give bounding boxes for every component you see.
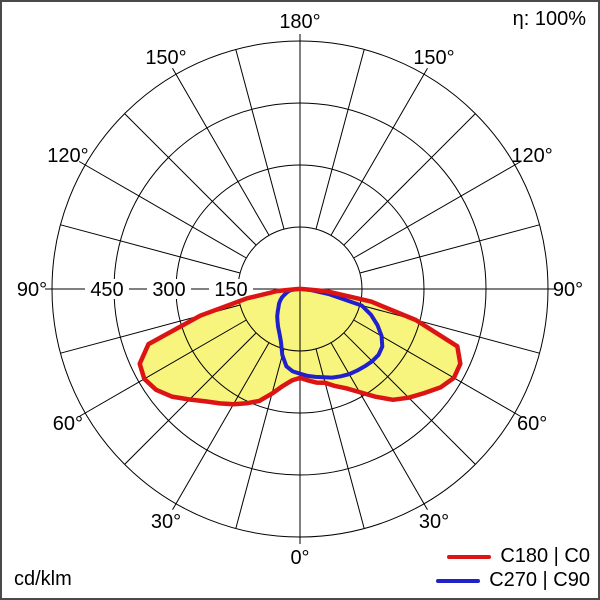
legend-line-red-icon <box>447 554 492 559</box>
radial-tick-label: 150 <box>214 279 247 301</box>
angle-label: 90° <box>17 279 47 301</box>
radial-tick-label: 300 <box>152 279 185 301</box>
angle-label: 90° <box>553 279 583 301</box>
unit-label: cd/klm <box>14 568 72 590</box>
grid-spoke <box>359 304 540 354</box>
grid-spoke <box>235 49 285 230</box>
radial-label-bg <box>147 279 191 299</box>
angle-label: 120° <box>47 145 88 167</box>
grid-spoke <box>343 113 476 246</box>
radial-tick-label: 450 <box>90 279 123 301</box>
legend: C180 | C0 C270 | C90 <box>436 545 590 592</box>
radial-label-bg <box>85 279 129 299</box>
grid-spoke <box>172 67 270 236</box>
angle-label: 180° <box>279 11 320 33</box>
efficiency-label: η: 100% <box>512 8 586 30</box>
angle-label: 30° <box>151 511 181 533</box>
grid-spoke <box>235 348 285 529</box>
angle-label: 30° <box>419 511 449 533</box>
grid-spoke <box>172 342 270 511</box>
angle-label: 60° <box>517 413 547 435</box>
angle-label: 60° <box>53 413 83 435</box>
grid-spoke <box>315 49 365 230</box>
grid-spoke <box>359 224 540 274</box>
grid-spoke <box>353 161 522 259</box>
grid-spoke <box>330 342 428 511</box>
radial-tick-labels: 450 300 150 <box>85 279 253 301</box>
grid-spoke <box>330 67 428 236</box>
angle-labels: 0° 30° 30° 60° 60° 90° 90° 120° 120° 150° 150° 180° <box>17 11 583 569</box>
legend-label-c270-c90: C270 | C90 <box>489 569 590 591</box>
grid-spoke <box>60 224 241 274</box>
grid-spoke <box>78 161 247 259</box>
radial-label-bg <box>209 279 253 299</box>
legend-label-c180-c0: C180 | C0 <box>500 545 590 567</box>
angle-label: 150° <box>413 47 454 69</box>
angle-label: 0° <box>290 547 309 569</box>
c0-curve <box>137 286 463 407</box>
legend-item-c270-c90: C270 | C90 <box>436 569 590 592</box>
angle-label: 150° <box>145 47 186 69</box>
angle-label: 120° <box>511 145 552 167</box>
legend-item-c180-c0: C180 | C0 <box>447 545 590 568</box>
legend-line-blue-icon <box>436 578 481 583</box>
grid-spoke <box>124 113 257 246</box>
grid-spoke <box>78 319 247 417</box>
c90-curve <box>275 287 385 380</box>
